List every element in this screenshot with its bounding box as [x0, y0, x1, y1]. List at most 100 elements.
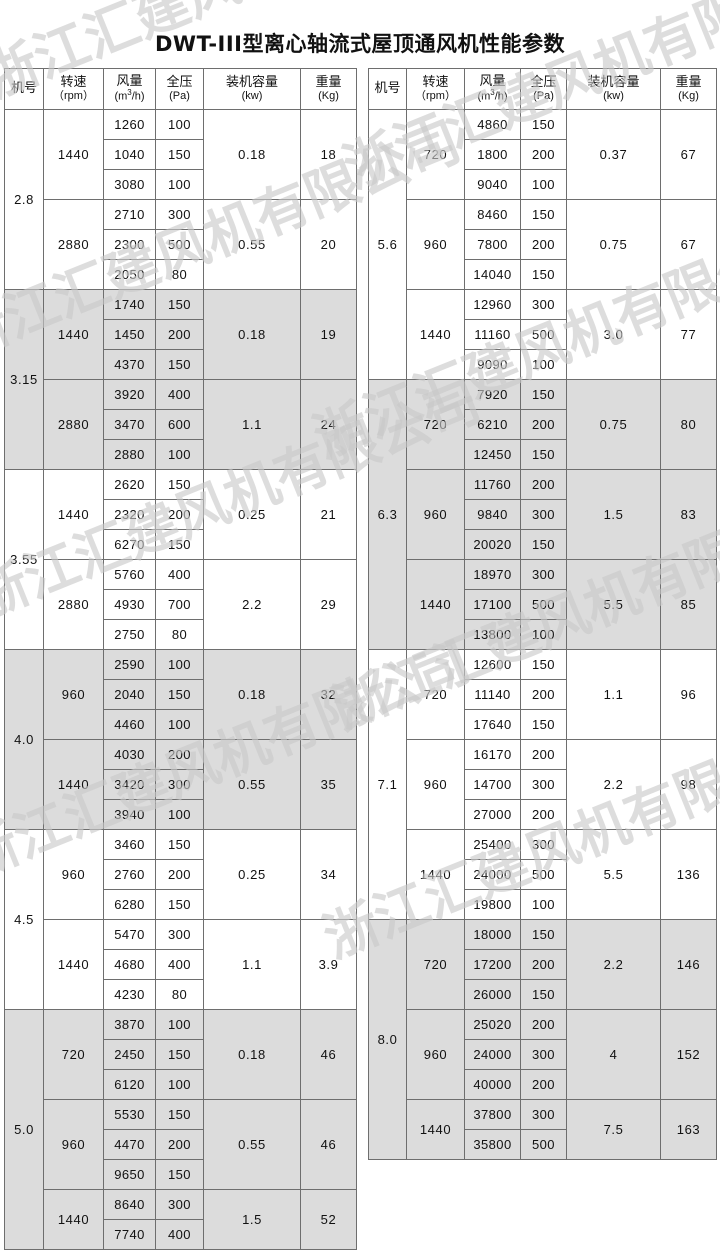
cell-power: 1.5: [566, 469, 661, 560]
cell-rpm: 720: [406, 109, 465, 200]
spec-table-right: 机号 转速 （rpm） 风量 (m3/h) 全压 (Pa) 装机容量 (kw) 重量 (K…: [368, 68, 717, 1160]
table-row: 7800 200: [369, 229, 717, 260]
cell-pressure: 200: [520, 679, 567, 710]
cell-power: 0.75: [566, 199, 661, 290]
cell-pressure: 400: [155, 949, 204, 980]
table-row: 9840 300: [369, 499, 717, 530]
cell-airflow: 4370: [103, 349, 156, 380]
header-row: 机号 转速 （rpm） 风量 (m3/h) 全压 (Pa) 装机容量 (kw) 重量 (K…: [4, 68, 357, 110]
cell-model: 4.5: [4, 829, 44, 1010]
table-row: 4370 150: [5, 349, 357, 380]
cell-pressure: 300: [520, 499, 567, 530]
table-row: 1440 37800 300 7.5 163: [369, 1099, 717, 1160]
col-header-model: 机号: [4, 68, 44, 110]
cell-airflow: 2760: [103, 859, 156, 890]
cell-model: 5.6: [368, 109, 407, 380]
spec-table-left-wrapper: 机号 转速 （rpm） 风量 (m3/h) 全压 (Pa) 装机容量 (kw) 重量 (K…: [4, 68, 357, 1250]
cell-airflow: 2040: [103, 679, 156, 710]
cell-airflow: 6270: [103, 529, 156, 560]
cell-power: 0.55: [203, 1099, 301, 1190]
table-row: 3.55 1440 2620 150 0.25 21: [4, 469, 357, 650]
cell-pressure: 200: [520, 949, 567, 980]
table-row: 6210 200: [369, 409, 717, 440]
cell-rpm: 720: [43, 1009, 104, 1100]
cell-pressure: 150: [520, 709, 567, 740]
table-row: 1440 25400 300 5.5 136: [369, 829, 717, 920]
cell-pressure: 150: [520, 379, 567, 410]
table-row: 6280 150: [5, 889, 357, 920]
cell-weight: 136: [660, 829, 717, 920]
cell-pressure: 500: [520, 589, 567, 620]
cell-pressure: 150: [520, 259, 567, 290]
table-row: 2750 80: [5, 619, 357, 650]
cell-rpm: 1440: [43, 919, 104, 1010]
cell-airflow: 6210: [464, 409, 521, 440]
cell-power: 5.5: [566, 559, 661, 650]
cell-rpm: 1440: [43, 109, 104, 200]
table-row: 19800 100: [369, 889, 717, 920]
table-row: 5.0 720 3870 100 0.18 46: [4, 1009, 357, 1250]
cell-airflow: 24000: [464, 859, 521, 890]
cell-model: 5.0: [4, 1009, 44, 1250]
cell-airflow: 3940: [103, 799, 156, 830]
cell-airflow: 14700: [464, 769, 521, 800]
cell-pressure: 200: [520, 409, 567, 440]
table-row: 1800 200: [369, 139, 717, 170]
cell-model: 4.0: [4, 649, 44, 830]
cell-weight: 67: [660, 199, 717, 290]
cell-pressure: 150: [520, 439, 567, 470]
table-row: 2.8 1440 1260 100 0.18 18: [4, 109, 357, 290]
cell-pressure: 200: [520, 469, 567, 500]
table-row: 1440 4030 200 0.55 35: [5, 739, 357, 830]
cell-pressure: 400: [155, 559, 204, 590]
cell-pressure: 200: [520, 1069, 567, 1100]
cell-pressure: 100: [155, 709, 204, 740]
cell-airflow: 40000: [464, 1069, 521, 1100]
cell-pressure: 100: [155, 1009, 204, 1040]
cell-rpm: 1440: [406, 1099, 465, 1160]
cell-pressure: 200: [520, 1009, 567, 1040]
cell-power: 2.2: [566, 919, 661, 1010]
cell-rpm: 1440: [43, 1189, 104, 1250]
cell-pressure: 300: [520, 1099, 567, 1130]
cell-airflow: 7740: [103, 1219, 156, 1250]
cell-pressure: 200: [155, 319, 204, 350]
table-row: 960 25020 200 4 152: [369, 1009, 717, 1100]
cell-pressure: 300: [155, 769, 204, 800]
cell-rpm: 1440: [406, 559, 465, 650]
cell-pressure: 150: [520, 199, 567, 230]
cell-airflow: 4470: [103, 1129, 156, 1160]
cell-airflow: 12450: [464, 439, 521, 470]
cell-airflow: 18970: [464, 559, 521, 590]
cell-pressure: 200: [155, 859, 204, 890]
cell-pressure: 80: [155, 259, 204, 290]
cell-pressure: 200: [520, 139, 567, 170]
cell-airflow: 37800: [464, 1099, 521, 1130]
table-row: 960 11760 200 1.5 83: [369, 469, 717, 560]
cell-airflow: 2320: [103, 499, 156, 530]
cell-airflow: 2450: [103, 1039, 156, 1070]
cell-rpm: 2880: [43, 199, 104, 290]
cell-rpm: 720: [406, 919, 465, 1010]
table-row: 2050 80: [5, 259, 357, 290]
cell-pressure: 150: [155, 1159, 204, 1190]
cell-rpm: 720: [406, 649, 465, 740]
table-row: 4.5 960 3460 150 0.25 34: [4, 829, 357, 1010]
cell-pressure: 200: [155, 1129, 204, 1160]
cell-power: 0.55: [203, 199, 301, 290]
table-row: 3940 100: [5, 799, 357, 830]
cell-airflow: 2050: [103, 259, 156, 290]
cell-power: 0.37: [566, 109, 661, 200]
cell-airflow: 1040: [103, 139, 156, 170]
table-row: 24000 500: [369, 859, 717, 890]
header-row: 机号 转速 （rpm） 风量 (m3/h) 全压 (Pa) 装机容量 (kw) 重量 (K…: [368, 68, 717, 110]
cell-pressure: 150: [520, 529, 567, 560]
cell-power: 0.18: [203, 109, 301, 200]
cell-rpm: 1440: [43, 469, 104, 560]
cell-power: 5.5: [566, 829, 661, 920]
cell-airflow: 19800: [464, 889, 521, 920]
cell-airflow: 17100: [464, 589, 521, 620]
cell-airflow: 3470: [103, 409, 156, 440]
col-header-pressure: 全压 (Pa): [155, 68, 204, 110]
cell-airflow: 4230: [103, 979, 156, 1010]
